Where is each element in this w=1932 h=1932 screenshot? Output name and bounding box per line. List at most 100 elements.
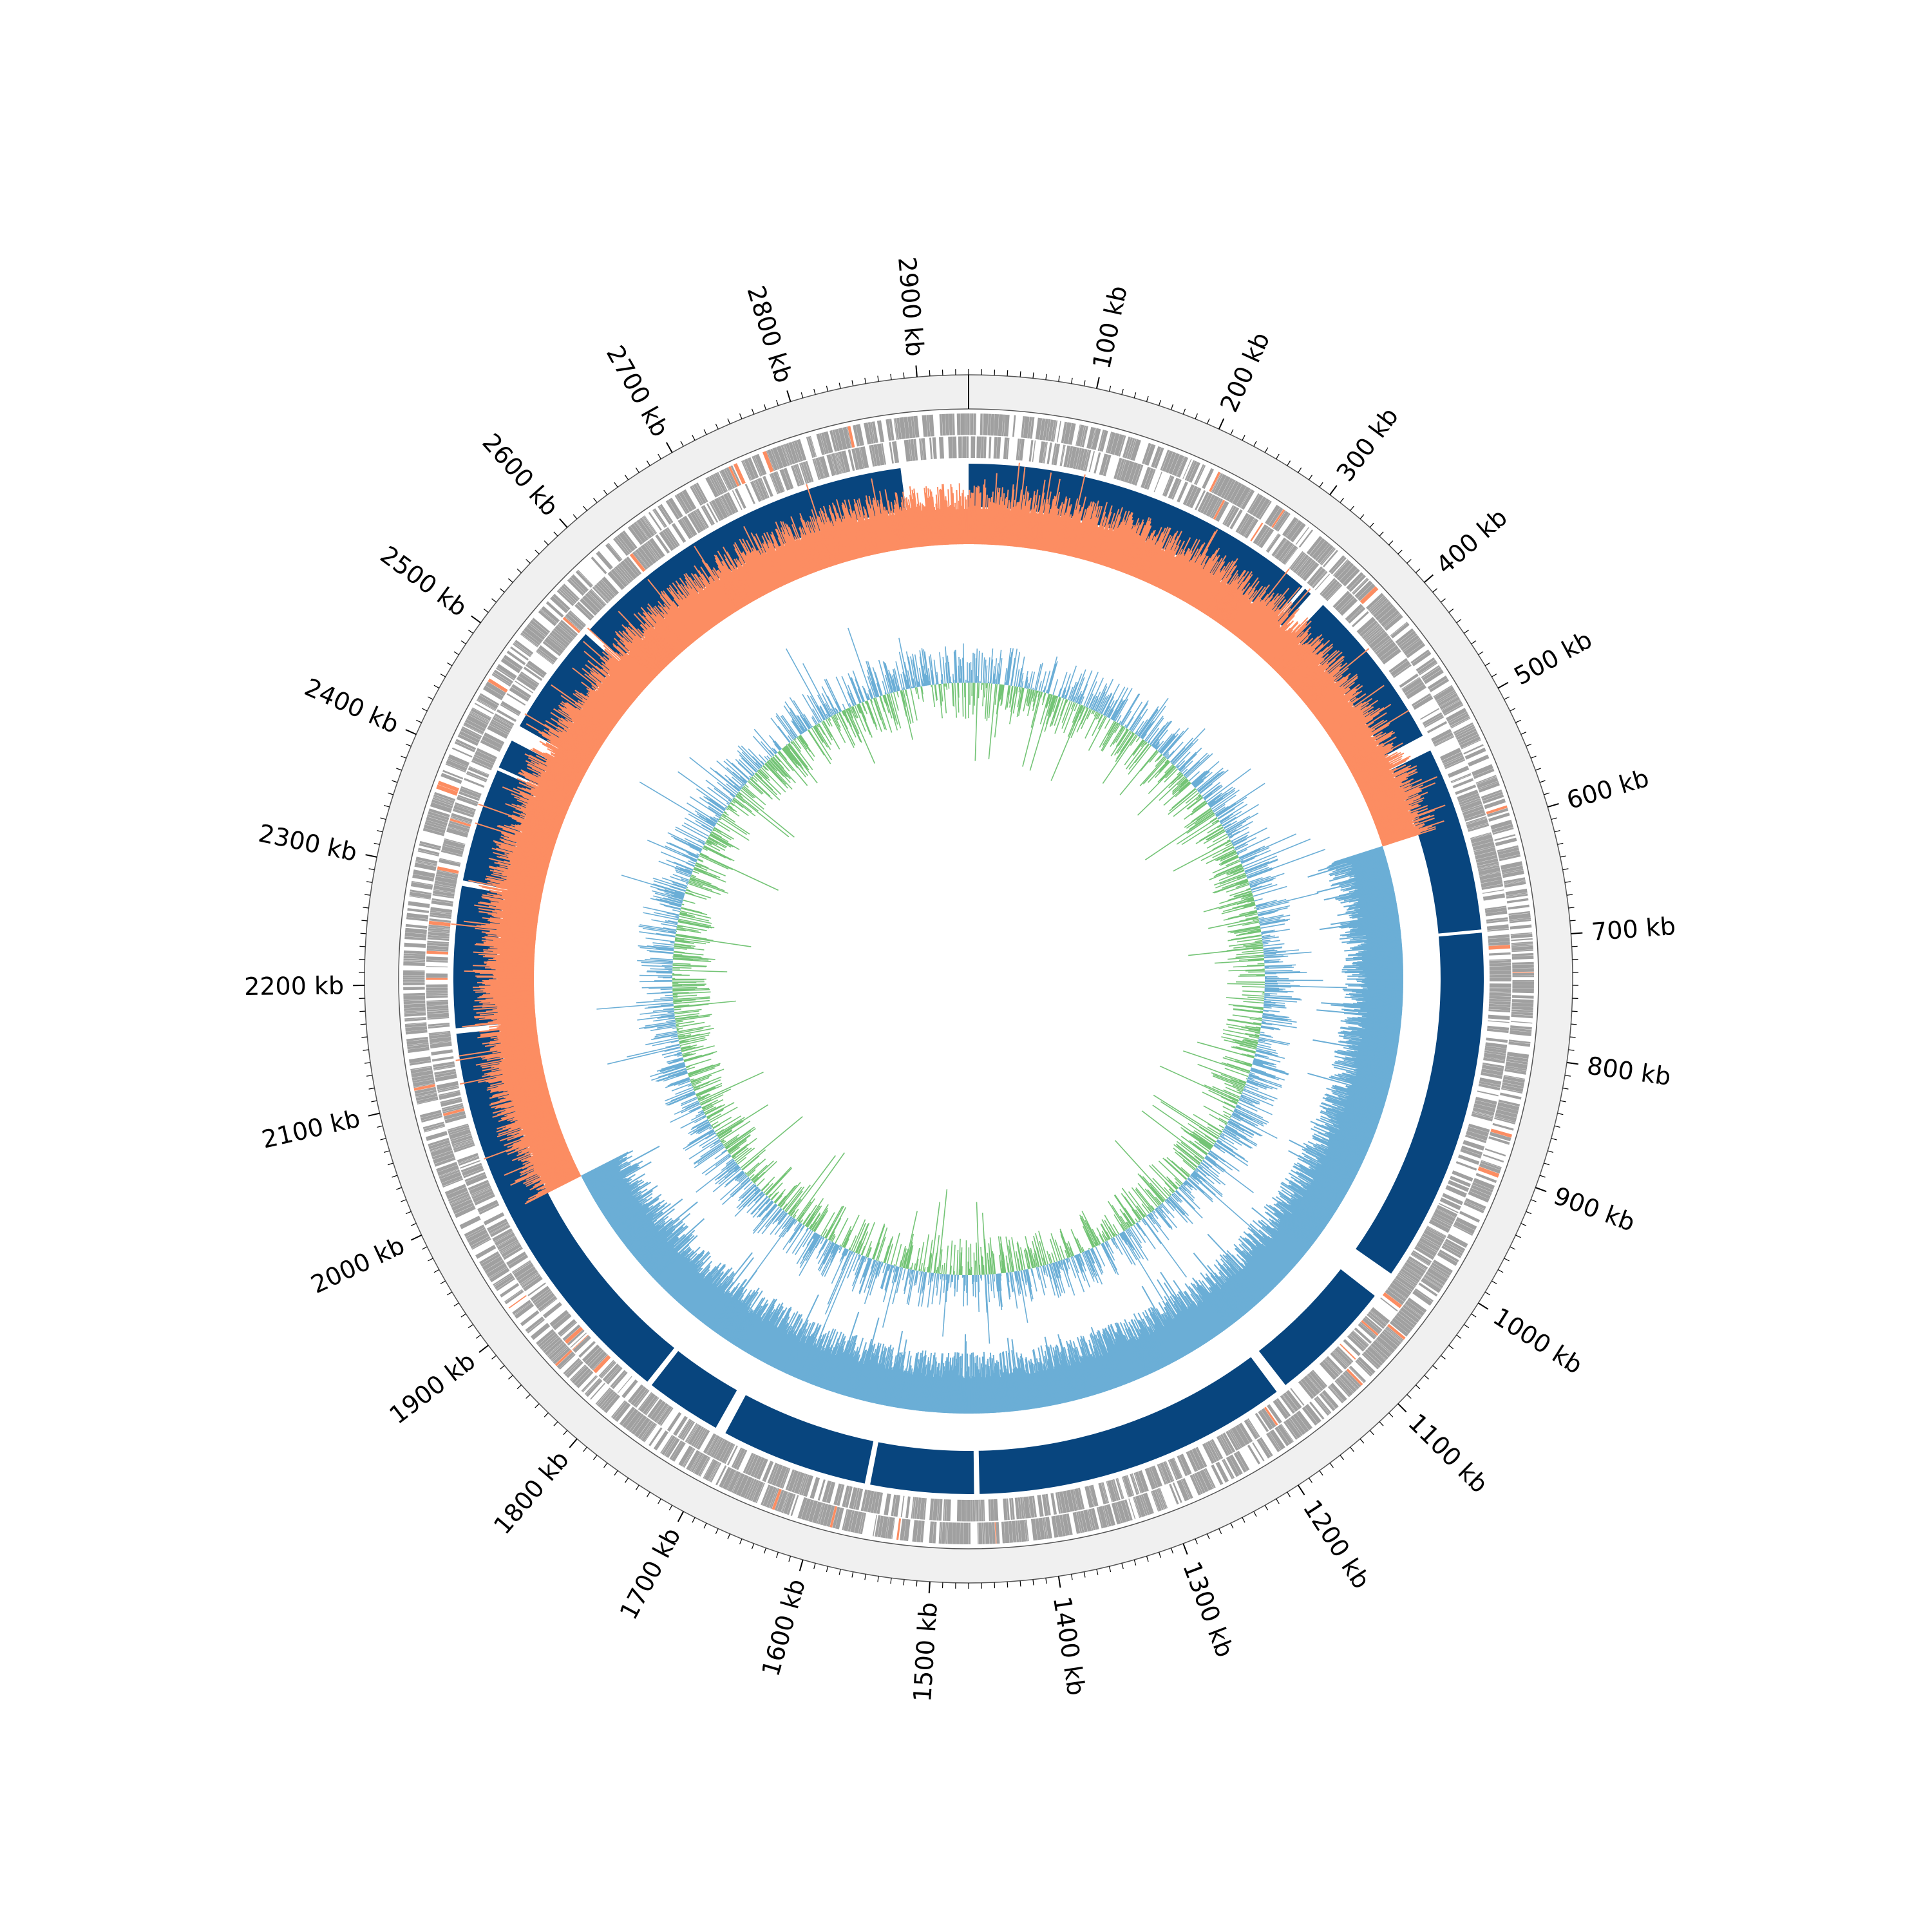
- gc-skew-bar: [1350, 927, 1401, 934]
- gene-forward: [1444, 704, 1464, 716]
- gc-skew-bar: [1341, 887, 1394, 900]
- gene-forward: [585, 1379, 603, 1397]
- gene-reverse: [435, 1074, 457, 1082]
- gene-reverse: [1215, 500, 1229, 522]
- gc-skew-bar: [1170, 553, 1192, 594]
- gc-skew-bar: [1285, 654, 1316, 683]
- gene-reverse: [799, 463, 808, 484]
- gene-forward: [403, 961, 425, 966]
- gc-skew-bar: [1251, 612, 1284, 650]
- gene-forward: [1096, 1507, 1104, 1529]
- gene-forward: [410, 1066, 433, 1074]
- gene-forward: [1338, 1376, 1354, 1394]
- gene-reverse: [638, 547, 654, 566]
- gc-skew-bar: [1307, 672, 1351, 708]
- gene-reverse: [1459, 795, 1481, 806]
- gc-skew-bar: [1344, 732, 1396, 762]
- gene-reverse: [513, 1262, 534, 1278]
- gene-reverse: [762, 475, 773, 497]
- gene-forward: [627, 526, 643, 545]
- gene-forward: [1175, 456, 1185, 477]
- gene-forward: [723, 468, 735, 489]
- gene-reverse: [680, 1420, 694, 1440]
- gene-reverse: [1077, 1488, 1085, 1510]
- gene-reverse: [1298, 1380, 1314, 1399]
- gene-reverse: [1211, 1439, 1224, 1459]
- gene-forward: [1437, 1251, 1458, 1266]
- gc-skew-bar: [996, 504, 1001, 545]
- gene-forward: [526, 623, 545, 640]
- gene-reverse: [1239, 515, 1255, 536]
- gene-forward: [1506, 893, 1528, 899]
- gc-skew-bar: [1197, 572, 1221, 610]
- gene-forward: [1315, 1397, 1331, 1415]
- gene-reverse: [511, 684, 531, 699]
- gc-skew-bar: [1374, 810, 1408, 825]
- gc-skew-bar: [1288, 643, 1334, 685]
- gene-reverse: [1042, 442, 1046, 464]
- contig-block: [651, 1350, 737, 1428]
- gene-forward: [1397, 630, 1416, 647]
- gene-reverse: [1083, 450, 1090, 471]
- gene-reverse: [1290, 1388, 1305, 1406]
- gene-reverse: [1247, 1418, 1260, 1437]
- gc-skew-bar: [1001, 498, 1007, 546]
- gene-forward: [1510, 924, 1532, 930]
- gene-reverse: [1479, 1081, 1501, 1088]
- gene-forward: [545, 601, 564, 618]
- gc-skew-bar: [1322, 705, 1354, 728]
- gc-skew-bar: [1019, 486, 1028, 547]
- gene-forward: [1481, 1160, 1502, 1168]
- gc-skew-bar: [1330, 712, 1368, 739]
- gene-reverse: [447, 1123, 469, 1131]
- gc-skew-bar: [1354, 755, 1403, 781]
- gc-skew-bar: [1382, 828, 1436, 847]
- gene-forward: [1503, 1075, 1525, 1083]
- gene-forward: [1429, 1266, 1449, 1279]
- gene-forward: [1346, 572, 1364, 590]
- gene-forward: [1144, 444, 1156, 466]
- gene-reverse: [1434, 1209, 1455, 1222]
- gc-skew-bar: [988, 502, 992, 545]
- gc-skew-bar: [1218, 591, 1243, 624]
- gene-reverse: [552, 1312, 572, 1331]
- contig-block: [725, 1395, 874, 1484]
- gc-skew-bar: [1344, 871, 1390, 884]
- gc-skew-bar: [1364, 938, 1402, 943]
- gc-skew-bar: [1214, 571, 1249, 621]
- gc-skew-bar: [1371, 797, 1421, 818]
- gene-forward: [454, 1205, 476, 1218]
- gene-reverse: [616, 564, 632, 583]
- gc-skew-bar: [1333, 717, 1374, 744]
- gene-reverse: [760, 477, 770, 498]
- gene-forward: [733, 463, 746, 484]
- gene-forward: [1321, 548, 1336, 565]
- gc-skew-bar: [1128, 521, 1151, 576]
- gene-reverse: [1402, 1265, 1421, 1280]
- gene-reverse: [1421, 1236, 1441, 1248]
- gene-reverse: [469, 1182, 491, 1195]
- gene-reverse: [1115, 1478, 1124, 1500]
- gene-reverse: [497, 1236, 518, 1251]
- gc-skew-bar: [1247, 599, 1287, 646]
- gene-forward: [945, 1522, 947, 1544]
- gene-forward: [838, 428, 848, 450]
- gene-forward: [649, 1427, 663, 1446]
- gene-reverse: [1400, 1268, 1420, 1283]
- gc-skew-bar: [978, 493, 981, 545]
- gene-forward: [1511, 999, 1534, 1003]
- gc-skew-bar: [1340, 891, 1395, 904]
- gene-forward: [591, 556, 607, 574]
- gc-skew-bar: [1098, 513, 1115, 565]
- gc-skew-bar: [1363, 771, 1418, 798]
- gc-skew-bar: [1122, 519, 1144, 573]
- gc-skew-bar: [1292, 665, 1320, 690]
- gene-forward: [674, 495, 688, 515]
- gene-forward: [404, 1017, 426, 1019]
- gc-skew-bar: [1237, 597, 1270, 638]
- gene-reverse: [952, 436, 957, 459]
- gene-reverse: [1482, 1062, 1504, 1068]
- gene-reverse: [633, 1388, 649, 1407]
- gene-reverse: [562, 1324, 581, 1341]
- gc-skew-bar: [1302, 662, 1348, 701]
